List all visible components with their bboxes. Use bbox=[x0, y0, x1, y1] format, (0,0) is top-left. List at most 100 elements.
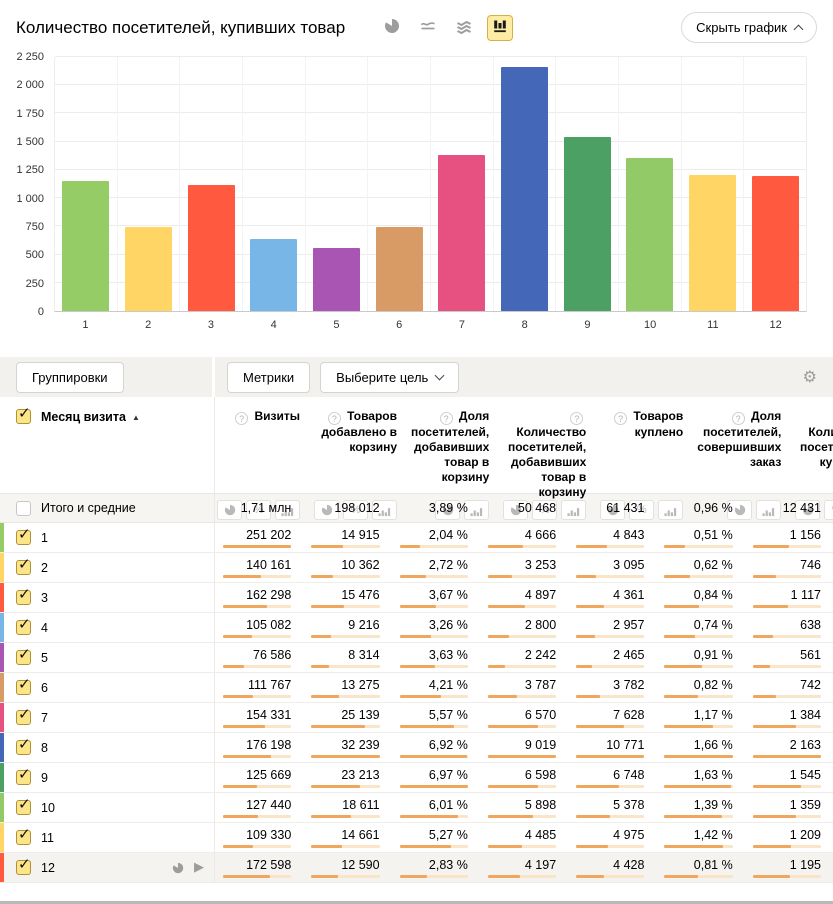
line-chart-icon bbox=[420, 18, 436, 37]
checkmark-icon: ✓ bbox=[18, 525, 31, 543]
gear-icon[interactable]: ⚙ bbox=[802, 367, 817, 386]
row-checkbox[interactable]: ✓ bbox=[16, 855, 31, 875]
metric-value-cell: 0,91 % bbox=[656, 643, 744, 672]
table-row[interactable]: ✓ 4 105 082 9 216 3,26 % 2 800 2 957 0,74 % 638 bbox=[0, 613, 833, 643]
metrics-label: Метрики bbox=[243, 369, 295, 385]
table-row[interactable]: ✓ 3 162 298 15 476 3,67 % 4 897 4 361 0,84 % 1 1… bbox=[0, 583, 833, 613]
totals-checkbox[interactable] bbox=[16, 500, 31, 516]
table-row[interactable]: ✓ 5 76 586 8 314 3,63 % 2 242 2 465 0,91 % 561 bbox=[0, 643, 833, 673]
chart-bar[interactable] bbox=[313, 247, 360, 311]
mini-bar-fill bbox=[576, 574, 596, 578]
metric-toggle-pie-button[interactable] bbox=[727, 500, 753, 520]
metric-value: 6 748 bbox=[613, 767, 645, 782]
metric-toggle-bars-button[interactable] bbox=[658, 500, 684, 520]
metric-value-cell: 6 598 bbox=[480, 763, 568, 792]
chart-bar[interactable] bbox=[563, 136, 611, 311]
metric-toggle-pie-button[interactable] bbox=[435, 500, 461, 520]
pie-chart-type-button[interactable] bbox=[379, 15, 405, 41]
chart-bar[interactable] bbox=[375, 227, 423, 311]
metric-toggle-pie-button[interactable] bbox=[503, 500, 529, 520]
chart-bar[interactable] bbox=[751, 176, 799, 311]
row-checkbox[interactable]: ✓ bbox=[16, 615, 31, 635]
row-checkbox[interactable]: ✓ bbox=[16, 705, 31, 725]
table-row[interactable]: ✓ 10 127 440 18 611 6,01 % 5 898 5 378 1,39 % 1 … bbox=[0, 793, 833, 823]
table-row[interactable]: ✓ 12 ▶ 172 598 12 590 2,83 % 4 197 4 428 0,81 % 1… bbox=[0, 853, 833, 883]
chart-bar[interactable] bbox=[626, 157, 674, 311]
table-row[interactable]: ✓ 8 176 198 32 239 6,92 % 9 019 10 771 1,66 % 2 … bbox=[0, 733, 833, 763]
line-chart-type-button[interactable] bbox=[415, 15, 441, 41]
bar-chart-type-button[interactable] bbox=[487, 14, 514, 41]
row-checkbox[interactable]: ✓ bbox=[16, 825, 31, 845]
groupings-button[interactable]: Группировки bbox=[16, 361, 124, 393]
row-checkbox[interactable]: ✓ bbox=[16, 555, 31, 575]
metric-value-cell: 109 330 bbox=[215, 823, 303, 852]
metric-value-cell: 23 213 bbox=[303, 763, 391, 792]
mini-bar-track bbox=[487, 634, 557, 638]
row-checkbox[interactable]: ✓ bbox=[16, 525, 31, 545]
metric-toggle-percent-button[interactable]: % bbox=[629, 500, 655, 520]
metrics-button[interactable]: Метрики bbox=[227, 361, 311, 393]
mini-bar-fill bbox=[487, 724, 538, 728]
table-row[interactable]: ✓ 7 154 331 25 139 5,57 % 6 570 7 628 1,17 % 1 3… bbox=[0, 703, 833, 733]
row-checkbox[interactable]: ✓ bbox=[16, 675, 31, 695]
metric-value: 0,74 % bbox=[693, 617, 733, 632]
chart-bar[interactable] bbox=[689, 174, 736, 311]
help-icon[interactable]: ? bbox=[731, 412, 745, 425]
metric-toggle-pie-button[interactable] bbox=[217, 500, 242, 520]
chart-bar[interactable] bbox=[62, 180, 110, 311]
metric-toggle-bars-button[interactable] bbox=[275, 500, 300, 520]
metric-value-cell: 10 771 bbox=[568, 733, 656, 762]
metric-toggle-percent-button[interactable]: % bbox=[246, 500, 271, 520]
row-checkbox[interactable]: ✓ bbox=[16, 795, 31, 815]
metric-value: 3 787 bbox=[524, 677, 557, 692]
mini-bar-track bbox=[487, 724, 557, 728]
chart-bar[interactable] bbox=[187, 184, 235, 311]
mini-bar-fill bbox=[487, 844, 522, 848]
row-checkbox[interactable]: ✓ bbox=[16, 645, 31, 665]
table-row[interactable]: ✓ 1 251 202 14 915 2,04 % 4 666 4 843 0,51 % 1 1… bbox=[0, 523, 833, 553]
row-checkbox[interactable]: ✓ bbox=[16, 585, 31, 605]
metric-column-label: ? Доля посетителей, совершивших заказ bbox=[697, 409, 782, 469]
metric-toggle-percent-button[interactable]: % bbox=[343, 500, 368, 520]
mini-bar-track bbox=[311, 574, 380, 578]
row-play-icon[interactable]: ▶ bbox=[194, 860, 204, 875]
help-icon[interactable]: ? bbox=[235, 412, 249, 425]
metric-toggle-bars-button[interactable] bbox=[372, 500, 397, 520]
row-dimension-cell: ✓ 9 bbox=[0, 763, 215, 792]
table-row[interactable]: ✓ 9 125 669 23 213 6,97 % 6 598 6 748 1,63 % 1 5… bbox=[0, 763, 833, 793]
metric-toggle-pie-button[interactable] bbox=[600, 500, 626, 520]
stacked-chart-type-button[interactable] bbox=[451, 15, 477, 41]
help-icon[interactable]: ? bbox=[439, 412, 453, 425]
row-pie-icon[interactable] bbox=[172, 862, 184, 874]
row-checkbox[interactable]: ✓ bbox=[16, 765, 31, 785]
chart-bar[interactable] bbox=[125, 226, 172, 311]
table-row[interactable]: ✓ 11 109 330 14 661 5,27 % 4 485 4 975 1,42 % 1 … bbox=[0, 823, 833, 853]
metric-toggle-bars-button[interactable] bbox=[561, 500, 587, 520]
metric-toggle-pie-button[interactable] bbox=[314, 500, 339, 520]
select-goal-button[interactable]: Выберите цель bbox=[320, 361, 460, 393]
mini-bar-track bbox=[311, 814, 380, 818]
table-row[interactable]: ✓ 2 140 161 10 362 2,72 % 3 253 3 095 0,62 % 746 bbox=[0, 553, 833, 583]
hide-chart-button[interactable]: Скрыть график bbox=[681, 12, 817, 43]
checkmark-icon: ✓ bbox=[18, 615, 31, 633]
dimension-header-label[interactable]: Месяц визита ▲ bbox=[41, 410, 140, 424]
chart-bar[interactable] bbox=[438, 154, 486, 311]
select-all-checkbox[interactable]: ✓ bbox=[16, 404, 31, 424]
mini-bar-fill bbox=[399, 634, 432, 638]
metric-toggle-percent-button[interactable]: % bbox=[824, 500, 833, 520]
metric-value: 742 bbox=[800, 677, 821, 692]
mini-bar-track bbox=[664, 784, 733, 788]
chart-bar[interactable] bbox=[250, 238, 298, 311]
mini-bar-track bbox=[487, 754, 557, 758]
metric-toggle-bars-button[interactable] bbox=[464, 500, 490, 520]
help-icon[interactable]: ? bbox=[614, 412, 628, 425]
help-icon[interactable]: ? bbox=[327, 412, 341, 425]
row-checkbox[interactable]: ✓ bbox=[16, 735, 31, 755]
mini-bar-track bbox=[752, 634, 821, 638]
help-icon[interactable]: ? bbox=[570, 412, 584, 425]
chart-bar[interactable] bbox=[501, 66, 548, 311]
metric-toggle-percent-button[interactable]: % bbox=[532, 500, 558, 520]
metric-toggle-pie-button[interactable] bbox=[795, 500, 821, 520]
metric-toggle-bars-button[interactable] bbox=[756, 500, 782, 520]
table-row[interactable]: ✓ 6 111 767 13 275 4,21 % 3 787 3 782 0,82 % 742 bbox=[0, 673, 833, 703]
